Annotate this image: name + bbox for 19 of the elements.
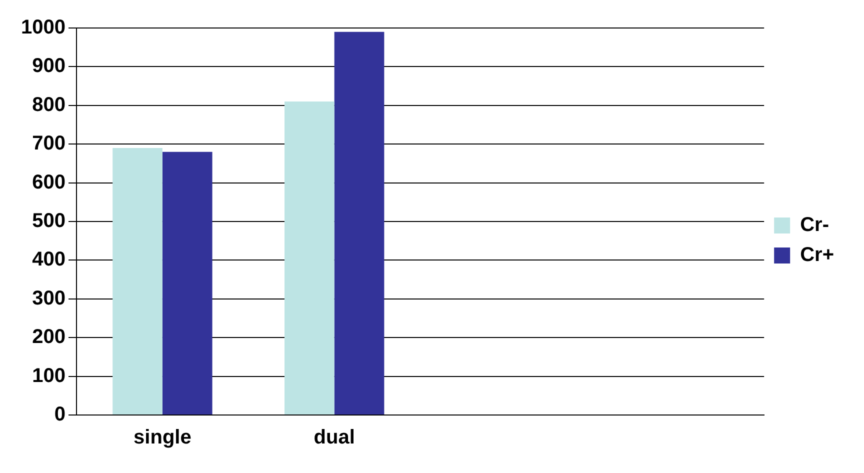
bar — [162, 152, 212, 414]
bar — [112, 148, 162, 414]
y-tick-label: 0 — [54, 404, 66, 426]
legend-label: Cr+ — [800, 244, 834, 266]
bar — [334, 32, 384, 414]
y-tick-label: 900 — [32, 55, 66, 78]
y-tick-label: 300 — [32, 287, 66, 310]
y-tick-label: 500 — [32, 210, 66, 232]
x-tick-label: dual — [314, 426, 355, 449]
y-tick-label: 200 — [32, 326, 66, 348]
y-tick-label: 100 — [32, 364, 66, 387]
legend-label: Cr- — [800, 214, 829, 236]
x-tick-label: single — [134, 426, 192, 449]
bar — [284, 102, 334, 414]
y-tick-label: 700 — [32, 132, 66, 155]
y-tick-label: 1000 — [20, 16, 66, 39]
y-tick-label: 400 — [32, 248, 66, 271]
y-tick-label: 600 — [32, 171, 66, 194]
y-tick-label: 800 — [32, 94, 66, 116]
